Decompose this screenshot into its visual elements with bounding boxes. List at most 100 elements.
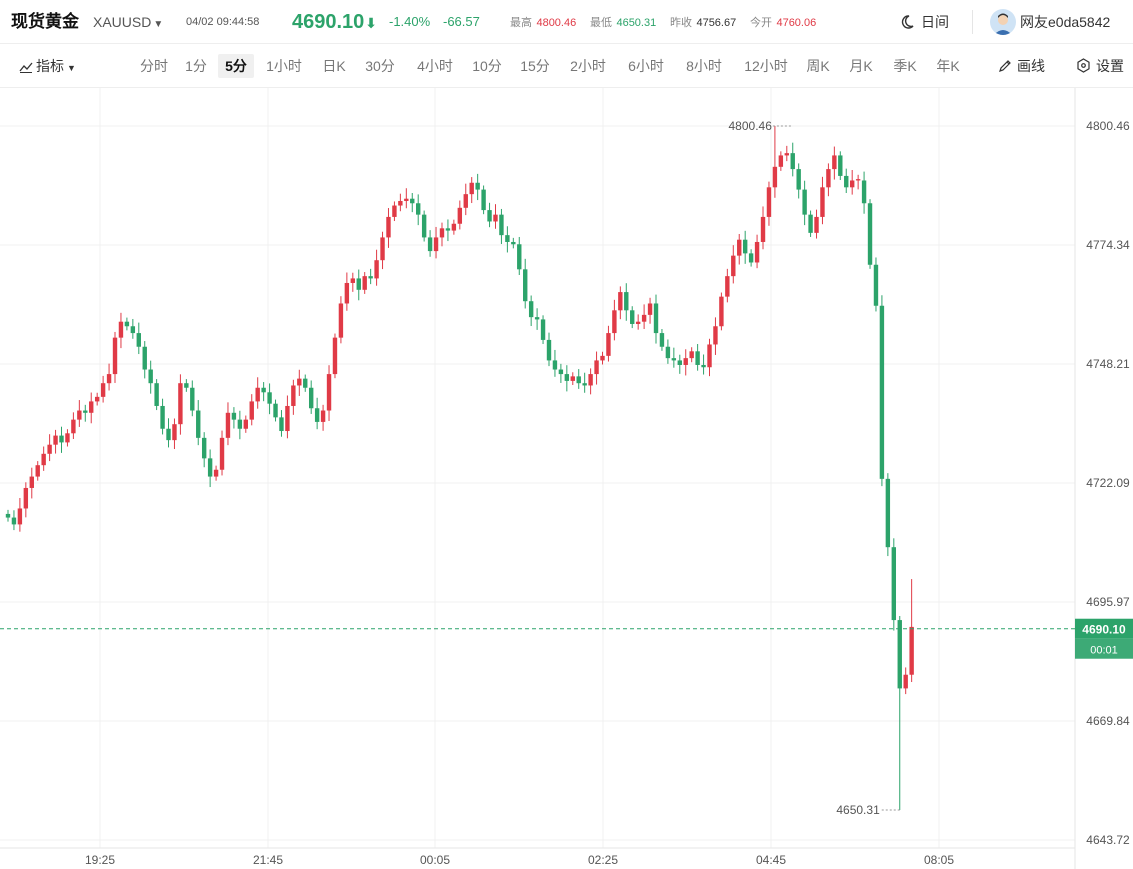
candle-body[interactable] (41, 453, 46, 466)
candle-body[interactable] (392, 205, 397, 217)
candle-body[interactable] (487, 210, 492, 222)
candle-body[interactable] (612, 310, 617, 334)
avatar[interactable] (990, 9, 1016, 35)
period-tab[interactable]: 4小时 (417, 58, 453, 74)
candle-body[interactable] (451, 223, 457, 231)
period-tab[interactable]: 年K (936, 58, 960, 74)
candle-body[interactable] (190, 387, 195, 411)
candle-body[interactable] (350, 278, 356, 283)
period-tab[interactable]: 12小时 (744, 58, 788, 74)
settings-label[interactable]: 设置 (1096, 58, 1124, 74)
candle-body[interactable] (844, 175, 849, 188)
candle-body[interactable] (606, 333, 611, 356)
candle-body[interactable] (344, 282, 350, 304)
candle-body[interactable] (421, 214, 427, 238)
candle-body[interactable] (374, 260, 379, 279)
candle-body[interactable] (261, 387, 266, 393)
candle-body[interactable] (861, 180, 867, 204)
settings-button[interactable]: 设置 (1076, 44, 1124, 88)
candle-body[interactable] (481, 189, 486, 211)
candle-body[interactable] (903, 674, 908, 689)
candle-body[interactable] (130, 326, 136, 334)
theme-label[interactable]: 日间 (921, 14, 949, 30)
pen-icon[interactable] (998, 58, 1013, 73)
candle-body[interactable] (600, 355, 605, 361)
indicators-label[interactable]: 指标 (36, 58, 64, 74)
candle-body[interactable] (897, 620, 902, 689)
candle-body[interactable] (231, 412, 237, 420)
candle-body[interactable] (59, 435, 64, 443)
candle-body[interactable] (89, 401, 94, 413)
candle-body[interactable] (517, 244, 522, 270)
draw-label[interactable]: 画线 (1017, 58, 1045, 74)
candle-body[interactable] (142, 346, 147, 370)
candle-body[interactable] (219, 437, 225, 470)
candle-body[interactable] (808, 214, 813, 233)
candle-body[interactable] (671, 358, 677, 361)
candle-body[interactable] (766, 187, 772, 217)
candle-body[interactable] (909, 626, 914, 675)
candle-body[interactable] (719, 296, 724, 327)
candle-body[interactable] (731, 255, 736, 277)
candle-body[interactable] (410, 198, 415, 204)
candle-body[interactable] (112, 337, 118, 375)
candle-body[interactable] (469, 182, 474, 195)
candle-body[interactable] (499, 214, 504, 236)
candle-body[interactable] (707, 344, 712, 368)
candle-body[interactable] (641, 314, 647, 322)
draw-tools-button[interactable]: 画线 (998, 44, 1045, 88)
username[interactable]: 网友e0da5842 (1020, 14, 1111, 30)
candle-body[interactable] (624, 292, 629, 311)
candle-body[interactable] (725, 276, 730, 297)
chart-canvas[interactable]: 19:25 21:45 00:05 02:25 04:45 08:05 4800.46 477… (0, 88, 1133, 869)
candle-body[interactable] (285, 405, 290, 432)
candle-body[interactable] (653, 303, 659, 334)
period-tab[interactable]: 5分 (218, 54, 254, 78)
candle-body[interactable] (439, 228, 445, 238)
candle-body[interactable] (303, 378, 308, 388)
candle-body[interactable] (826, 169, 831, 188)
candle-body[interactable] (213, 469, 219, 477)
candle-body[interactable] (314, 408, 320, 422)
candle-body[interactable] (695, 351, 700, 365)
candle-body[interactable] (308, 387, 314, 409)
candle-body[interactable] (576, 376, 581, 384)
candle-body[interactable] (659, 333, 665, 347)
candle-body[interactable] (523, 269, 528, 302)
candle-body[interactable] (552, 360, 558, 370)
candle-body[interactable] (737, 239, 742, 256)
candle-body[interactable] (17, 508, 23, 525)
candle-body[interactable] (457, 207, 463, 224)
candle-body[interactable] (178, 383, 183, 425)
candle-body[interactable] (106, 374, 112, 384)
candle-body[interactable] (630, 310, 635, 324)
candle-body[interactable] (820, 187, 825, 217)
candle-body[interactable] (398, 200, 403, 206)
candle-body[interactable] (356, 278, 361, 290)
candle-body[interactable] (207, 458, 213, 477)
candle-body[interactable] (404, 198, 409, 201)
candle-body[interactable] (511, 241, 516, 245)
candle-body[interactable] (588, 374, 593, 386)
candle-body[interactable] (362, 276, 367, 290)
candle-body[interactable] (891, 547, 897, 621)
candle-body[interactable] (243, 419, 248, 429)
period-tab[interactable]: 周K (806, 58, 830, 74)
candle-body[interactable] (701, 364, 706, 368)
candle-body[interactable] (463, 194, 468, 208)
period-tab[interactable]: 日K (322, 58, 346, 74)
candle-body[interactable] (760, 216, 766, 242)
indicator-icon[interactable] (19, 61, 33, 73)
candle-body[interactable] (445, 228, 451, 231)
candle-body[interactable] (5, 513, 11, 518)
candle-body[interactable] (647, 303, 653, 315)
candle-body[interactable] (172, 424, 177, 441)
candle-body[interactable] (273, 403, 278, 418)
period-tab[interactable]: 15分 (520, 58, 550, 74)
candle-body[interactable] (665, 346, 671, 359)
symbol-code[interactable]: XAUUSD (93, 14, 152, 30)
candle-body[interactable] (832, 155, 837, 170)
candle-body[interactable] (320, 410, 326, 422)
candle-body[interactable] (23, 487, 29, 509)
candle-body[interactable] (100, 383, 106, 397)
